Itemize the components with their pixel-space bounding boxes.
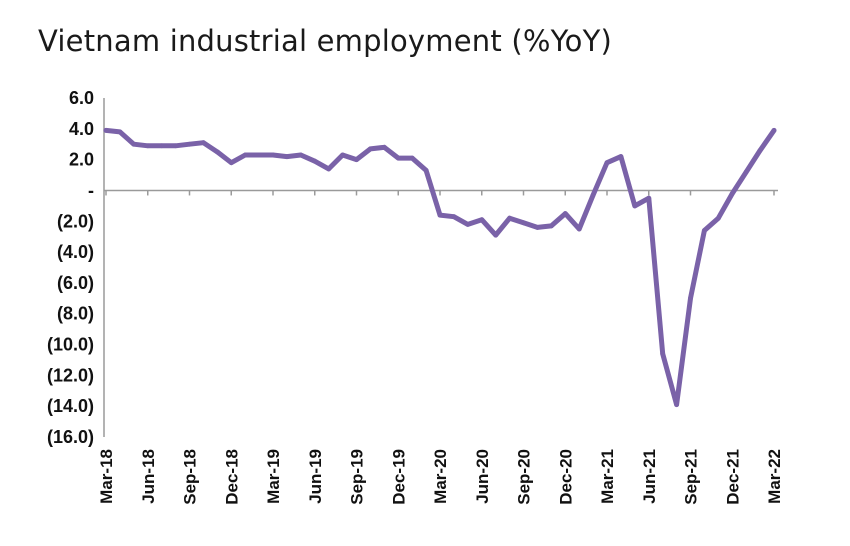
data-point <box>451 214 457 220</box>
y-tick-label: (10.0) <box>47 335 94 355</box>
data-point <box>674 402 679 408</box>
x-tick-label: Dec-21 <box>723 449 742 505</box>
x-tick-label: Mar-19 <box>264 449 283 504</box>
x-tick-label: Jun-20 <box>473 449 492 504</box>
x-axis-tick-labels: Mar-18 Jun-18 Sep-18 Dec-18 Mar-19 Jun-19 Sep-… <box>97 449 784 505</box>
series-points <box>103 127 777 408</box>
data-point <box>187 141 192 147</box>
data-point <box>340 152 345 158</box>
data-point <box>381 144 387 150</box>
data-point <box>702 228 707 233</box>
chart-title: Vietnam industrial employment (%YoY) <box>38 24 613 58</box>
x-tick-label: Mar-20 <box>431 449 450 504</box>
y-tick-label: (12.0) <box>47 365 94 385</box>
x-tick-label: Jun-21 <box>640 449 659 504</box>
y-tick-label: 4.0 <box>69 119 94 139</box>
data-point <box>729 191 735 196</box>
data-point <box>618 154 624 159</box>
data-point <box>646 195 652 201</box>
x-tick-label: Dec-18 <box>222 449 241 505</box>
x-tick-label: Mar-18 <box>97 449 116 504</box>
y-tick-label: (8.0) <box>57 304 94 324</box>
data-point <box>437 212 443 218</box>
data-point <box>535 225 540 230</box>
data-point <box>103 127 109 133</box>
data-point <box>743 169 749 175</box>
data-point <box>354 157 359 163</box>
data-point <box>590 192 596 198</box>
data-point <box>688 295 693 301</box>
data-point <box>507 215 512 221</box>
data-point <box>660 351 666 357</box>
y-tick-label: (16.0) <box>47 427 94 447</box>
data-point <box>270 152 276 158</box>
data-point <box>256 152 262 158</box>
data-point <box>548 223 554 229</box>
x-tick-label: Sep-21 <box>682 449 701 505</box>
x-tick-label: Mar-21 <box>598 449 617 504</box>
data-point <box>214 149 220 155</box>
data-point <box>117 129 123 135</box>
data-point <box>284 154 290 159</box>
y-tick-label: (14.0) <box>47 396 94 416</box>
data-point <box>423 168 429 173</box>
data-point <box>409 155 415 161</box>
y-tick-label: 2.0 <box>69 150 94 170</box>
x-tick-label: Dec-20 <box>556 449 575 505</box>
y-tick-label: - <box>88 180 94 200</box>
x-tick-label: Jun-19 <box>306 449 325 504</box>
data-point <box>201 140 206 146</box>
series-line <box>103 127 777 408</box>
data-point <box>479 217 485 223</box>
data-point <box>326 166 332 172</box>
data-point <box>131 141 137 147</box>
data-point <box>604 160 610 166</box>
data-point <box>242 152 248 158</box>
data-point <box>368 146 373 152</box>
data-point <box>576 226 582 232</box>
y-tick-label: (6.0) <box>57 273 94 293</box>
data-point <box>715 215 721 221</box>
data-point <box>159 143 165 149</box>
x-tick-label: Dec-19 <box>389 449 408 505</box>
data-point <box>771 127 777 133</box>
data-point <box>465 221 471 227</box>
x-tick-label: Sep-19 <box>348 449 367 505</box>
data-point <box>493 232 499 238</box>
x-axis-tick-marks <box>105 190 775 196</box>
data-point <box>298 152 304 158</box>
data-point <box>757 147 763 153</box>
data-point <box>562 211 568 216</box>
data-point <box>632 203 638 209</box>
data-point <box>145 143 151 149</box>
x-tick-label: Mar-22 <box>765 449 784 504</box>
x-tick-label: Sep-20 <box>515 449 534 505</box>
data-point <box>395 155 401 161</box>
data-point <box>173 143 178 149</box>
data-point <box>521 220 526 226</box>
x-tick-label: Sep-18 <box>181 449 200 505</box>
y-axis-tick-labels: 6.0 4.0 2.0 - (2.0) (4.0) (6.0) (8.0) (10.0) (12.… <box>47 88 94 447</box>
data-point <box>312 158 318 164</box>
y-tick-label: (2.0) <box>57 211 94 231</box>
y-tick-label: 6.0 <box>69 88 94 108</box>
data-point <box>228 160 234 166</box>
x-tick-label: Jun-18 <box>139 449 158 504</box>
y-tick-label: (4.0) <box>57 242 94 262</box>
